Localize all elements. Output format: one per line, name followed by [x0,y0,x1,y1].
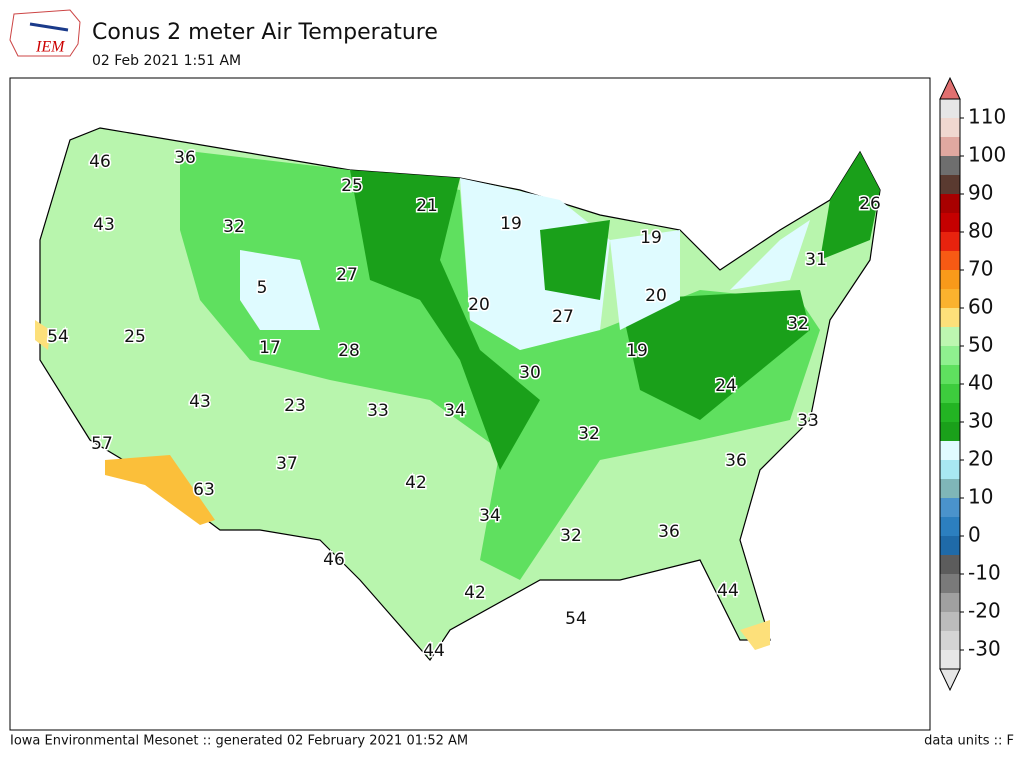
colorbar-bin [940,612,960,631]
colorbar-tick-label: 10 [968,485,993,509]
station-value: 33 [367,401,389,421]
colorbar-bin [940,194,960,213]
colorbar-bin [940,308,960,327]
colorbar-bin [940,270,960,289]
colorbar-bin [940,555,960,574]
station-value: 54 [565,609,587,629]
colorbar-bin [940,517,960,536]
colorbar-bin [940,460,960,479]
colorbar-tick-label: 30 [968,409,993,433]
colorbar-tick-label: 50 [968,333,993,357]
footer-left: Iowa Environmental Mesonet :: generated … [10,734,468,749]
colorbar-bin [940,99,960,118]
logo-text: IEM [35,39,66,56]
logo: IEM [9,9,81,57]
colorbar-bin [940,422,960,441]
colorbar-bin [940,365,960,384]
station-value: 32 [578,424,600,444]
station-value: 17 [259,338,281,358]
station-value: 36 [658,522,680,542]
colorbar-tick-label: -20 [968,599,1001,623]
map-shapes [35,127,881,661]
station-value: 19 [500,214,522,234]
station-value: 36 [725,451,747,471]
colorbar-tick-label: -10 [968,561,1001,585]
station-value: 44 [423,641,445,661]
colorbar-bin [940,593,960,612]
station-value: 25 [124,327,146,347]
station-value: 34 [479,506,501,526]
station-value: 26 [859,194,881,214]
colorbar-bin [940,118,960,137]
station-value: 23 [284,396,306,416]
station-value: 42 [405,473,427,493]
colorbar-top [939,76,961,100]
colorbar-bin [940,498,960,517]
colorbar-bin [940,384,960,403]
station-value: 31 [805,250,827,270]
station-value: 32 [560,526,582,546]
station-value: 42 [464,583,486,603]
colorbar-bin [940,175,960,194]
colorbar-tick-label: 80 [968,219,993,243]
colorbar-bin [940,251,960,270]
station-value: 20 [645,286,667,306]
station-value: 27 [552,307,574,327]
colorbar-bin [940,403,960,422]
colorbar-tick-label: 20 [968,447,993,471]
colorbar-tick-label: 60 [968,295,993,319]
station-value: 57 [91,434,113,454]
colorbar-bin [940,650,960,669]
station-value: 37 [276,454,298,474]
station-value: 19 [640,228,662,248]
colorbar-bin [940,137,960,156]
station-value: 43 [93,215,115,235]
colorbar-bin [940,289,960,308]
colorbar-bin [940,536,960,555]
station-value: 24 [715,376,737,396]
colorbar-bottom [939,668,961,692]
station-value: 46 [89,152,111,172]
station-value: 54 [47,327,69,347]
station-value: 30 [519,363,541,383]
footer-right: data units :: F [924,734,1014,749]
station-value: 33 [797,411,819,431]
colorbar-bin [940,574,960,593]
colorbar-bin [940,346,960,365]
colorbar-tick-label: 0 [968,523,981,547]
station-value: 32 [787,314,809,334]
station-value: 25 [341,176,363,196]
station-value: 46 [323,550,345,570]
colorbar-bin [940,631,960,650]
colorbar-bin [940,327,960,346]
colorbar-tick-label: 100 [968,143,1006,167]
station-value: 32 [223,217,245,237]
station-value: 36 [174,148,196,168]
station-value: 5 [257,278,268,298]
colorbar-bin [940,213,960,232]
colorbar-tick-label: 90 [968,181,993,205]
station-value: 20 [468,295,490,315]
station-value: 27 [336,265,358,285]
station-value: 43 [189,392,211,412]
station-value: 21 [416,196,438,216]
station-value: 19 [626,341,648,361]
station-value: 34 [444,401,466,421]
colorbar-bin [940,156,960,175]
colorbar-bin [940,479,960,498]
colorbar-bin [940,441,960,460]
colorbar-tick-label: 110 [968,105,1006,129]
colorbar-tick-label: -30 [968,637,1001,661]
subtitle: 02 Feb 2021 1:51 AM [92,53,241,69]
colorbar-tick-label: 40 [968,371,993,395]
title: Conus 2 meter Air Temperature [92,20,438,45]
station-value: 63 [193,480,215,500]
colorbar-bin [940,232,960,251]
colorbar-tick-label: 70 [968,257,993,281]
station-value: 28 [338,341,360,361]
station-value: 44 [717,581,739,601]
